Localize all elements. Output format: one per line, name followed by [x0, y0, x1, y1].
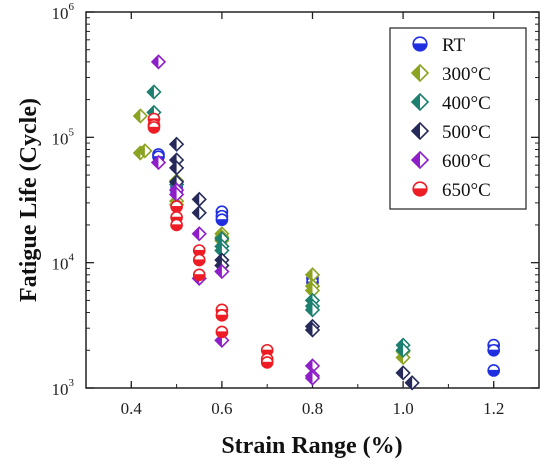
legend-marker [410, 63, 430, 83]
y-tick-label: 104 [52, 252, 75, 274]
data-point [191, 226, 207, 242]
y-tick-base: 10 [52, 380, 69, 399]
data-point [168, 136, 185, 152]
data-point [192, 253, 206, 267]
legend: RT 300°C 400°C 500°C 600°C 650°C [389, 27, 527, 210]
data-point [304, 302, 321, 318]
data-point [304, 322, 321, 338]
legend-marker [410, 150, 430, 170]
legend-box [389, 27, 527, 210]
data-point [132, 108, 148, 124]
y-tick-base: 10 [52, 129, 69, 148]
x-tick-label: 0.8 [302, 399, 323, 418]
series-5 [147, 112, 274, 369]
legend-label: 400°C [442, 93, 491, 114]
data-point [170, 200, 183, 213]
data-point [215, 309, 229, 322]
y-tick-base: 10 [52, 255, 69, 274]
data-point [146, 84, 162, 100]
data-point [215, 325, 229, 339]
data-point [168, 160, 185, 176]
data-point [192, 268, 206, 282]
data-point [215, 213, 229, 227]
y-tick-label: 103 [52, 377, 75, 399]
data-point [395, 342, 411, 358]
x-axis-title: Strain Range (%) [221, 433, 402, 459]
data-point [150, 54, 167, 70]
series-3 [168, 136, 420, 391]
data-point [170, 218, 183, 232]
y-tick-exponent: 5 [69, 126, 75, 138]
y-axis-title: Fatigue Life (Cycle) [16, 98, 42, 302]
x-tick-label: 0.6 [211, 399, 232, 418]
data-point [487, 343, 501, 357]
data-point [304, 370, 321, 386]
legend-label: 500°C [442, 122, 491, 143]
legend-marker [412, 36, 428, 52]
y-tick-label: 105 [52, 126, 75, 148]
x-tick-label: 0.4 [121, 399, 143, 418]
data-point [137, 143, 153, 159]
data-point [191, 191, 207, 207]
x-tick-label: 1.0 [392, 399, 413, 418]
data-points [132, 54, 501, 391]
legend-label: 650°C [442, 180, 491, 201]
legend-label: RT [442, 35, 466, 56]
data-point [395, 365, 411, 381]
x-axis: 0.4 0.6 0.8 1.0 1.2 [85, 12, 540, 418]
legend-marker [412, 181, 428, 197]
y-tick-base: 10 [52, 4, 69, 23]
series-2 [146, 84, 411, 358]
y-tick-exponent: 3 [69, 377, 75, 389]
data-point [191, 205, 207, 221]
y-tick-exponent: 4 [69, 252, 75, 264]
data-point [404, 375, 420, 391]
data-point [150, 154, 167, 171]
legend-marker [410, 121, 430, 141]
data-point [147, 121, 161, 134]
legend-label: 600°C [442, 151, 491, 172]
data-point [487, 364, 501, 377]
x-tick-label: 1.2 [483, 399, 504, 418]
data-point [214, 263, 230, 280]
data-point [260, 356, 274, 369]
y-tick-label: 106 [52, 1, 75, 23]
legend-marker [410, 92, 430, 112]
y-tick-exponent: 6 [69, 1, 75, 13]
legend-label: 300°C [442, 64, 491, 85]
